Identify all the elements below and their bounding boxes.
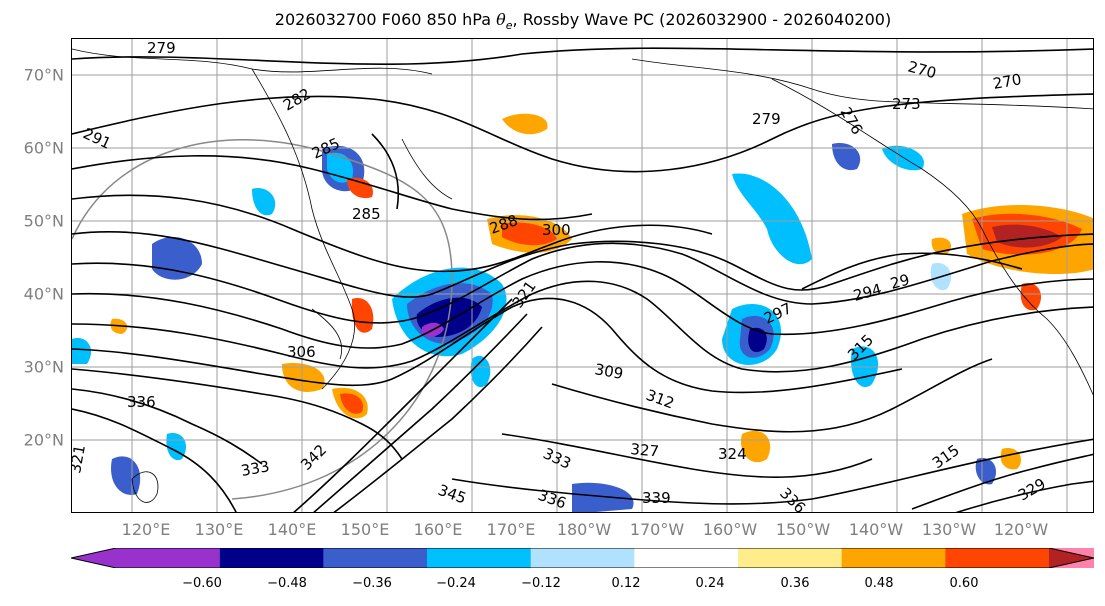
contour-label: 282 (280, 85, 314, 115)
lat-label-20n: 20°N (23, 430, 64, 450)
negative-anomaly-shading (72, 143, 997, 512)
colorbar (71, 548, 1094, 568)
map-canvas: 279 282 291 285 285 288 300 321 270 270 … (72, 39, 1093, 513)
contour-label: 276 (837, 104, 867, 138)
contour-label: 327 (630, 440, 660, 460)
lon-label-120w: 120°W (993, 520, 1049, 539)
colorbar-segment (841, 548, 946, 568)
colorbar-tick: −0.12 (521, 576, 561, 591)
contour-label: 300 (542, 221, 571, 239)
colorbar-segment (219, 548, 324, 568)
lon-label-160w: 160°W (702, 520, 758, 539)
contour-label: 336 (127, 393, 156, 411)
contour-label: 312 (644, 386, 677, 413)
colorbar-tick: 0.48 (864, 576, 894, 591)
colorbar-segment (427, 548, 532, 568)
contour-label: 309 (593, 360, 624, 383)
colorbar-segment (945, 548, 1050, 568)
colorbar-segment (71, 548, 220, 568)
lon-label-170e: 170°E (486, 520, 536, 539)
contour-label: 279 (147, 39, 176, 57)
colorbar-tick: −0.24 (436, 576, 476, 591)
lon-label-170w: 170°W (629, 520, 685, 539)
lon-label-180w: 180°W (556, 520, 612, 539)
contour-label: 270 (906, 57, 938, 82)
colorbar-tick: −0.36 (352, 576, 392, 591)
colorbar-tick: 0.12 (611, 576, 641, 591)
lon-label-160e: 160°E (413, 520, 463, 539)
lat-label-40n: 40°N (23, 284, 64, 304)
contour-label: 336 (776, 484, 809, 513)
lat-label-70n: 70°N (23, 65, 64, 85)
colorbar-segment (1049, 548, 1094, 568)
map-panel: 279 282 291 285 285 288 300 321 270 270 … (71, 38, 1094, 513)
contour-label: 333 (240, 457, 271, 480)
colorbar-tick: −0.60 (182, 576, 222, 591)
lat-label-50n: 50°N (23, 211, 64, 231)
lon-label-140w: 140°W (848, 520, 904, 539)
contour-label: 270 (992, 70, 1023, 93)
contour-label: 345 (436, 481, 469, 508)
theta-e-contours (72, 47, 1093, 512)
contour-label: 279 (752, 110, 781, 128)
colorbar-tick: −0.48 (267, 576, 307, 591)
contour-label: 324 (718, 445, 747, 463)
contour-label: 29 (888, 271, 911, 293)
colorbar-tick: 0.60 (949, 576, 979, 591)
contour-labels: 279 282 291 285 285 288 300 321 270 270 … (72, 39, 1049, 513)
contour-label: 321 (72, 443, 89, 474)
colorbar-segment (634, 548, 739, 568)
contour-label: 273 (892, 95, 921, 113)
lon-label-150w: 150°W (775, 520, 831, 539)
colorbar-tick: 0.36 (780, 576, 810, 591)
contour-label: 329 (1015, 475, 1049, 505)
positive-anomaly-shading (110, 113, 1093, 470)
contour-label: 285 (352, 205, 381, 223)
lon-label-150e: 150°E (340, 520, 390, 539)
latitude-gridlines (72, 74, 1093, 441)
contour-label: 315 (929, 441, 963, 472)
chart-title: 2026032700 F060 850 hPa θe, Rossby Wave … (274, 10, 892, 32)
colorbar-tick: 0.24 (695, 576, 725, 591)
lon-label-130e: 130°E (194, 520, 244, 539)
colorbar-segment (738, 548, 843, 568)
lat-label-30n: 30°N (23, 357, 64, 377)
contour-label: 306 (287, 343, 316, 361)
lon-label-120e: 120°E (121, 520, 171, 539)
reference-circle (72, 139, 453, 500)
lat-label-60n: 60°N (23, 138, 64, 158)
contour-label: 339 (642, 489, 671, 507)
coastlines (72, 48, 1093, 503)
contour-label: 294 (851, 280, 883, 305)
colorbar-segment (530, 548, 635, 568)
longitude-gridlines (131, 39, 1068, 512)
lon-label-130w: 130°W (921, 520, 977, 539)
colorbar-segment (323, 548, 428, 568)
lon-label-140e: 140°E (267, 520, 317, 539)
contour-label: 336 (536, 486, 569, 513)
